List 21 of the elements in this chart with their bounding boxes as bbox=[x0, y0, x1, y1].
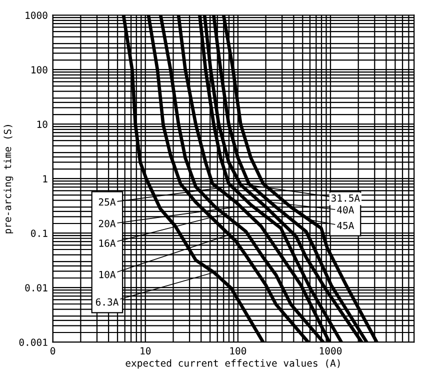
y-tick-label: 1 bbox=[43, 175, 48, 182]
annotation: 45A bbox=[337, 222, 354, 230]
y-tick-label: 1000 bbox=[26, 12, 48, 19]
annotation: 20A bbox=[98, 220, 116, 228]
annotation: 40A bbox=[337, 206, 354, 214]
x-tick-label: 0 bbox=[50, 347, 56, 355]
annotation: 25A bbox=[98, 198, 116, 206]
y-tick-label: 0.01 bbox=[25, 284, 48, 292]
annotation: 10A bbox=[99, 270, 116, 278]
y-tick-label: 0.001 bbox=[19, 338, 48, 346]
y-tick-label: 0.1 bbox=[31, 230, 48, 237]
x-tick-label: 10 bbox=[140, 347, 151, 355]
x-axis-title: expected current effective values (A) bbox=[126, 359, 340, 369]
x-tick-label: 100 bbox=[230, 347, 246, 355]
annotation: 6.3A bbox=[96, 298, 119, 306]
annotation: 16A bbox=[99, 239, 116, 247]
y-tick-label: 100 bbox=[32, 66, 48, 74]
y-tick-label: 10 bbox=[37, 120, 48, 128]
x-tick-label: 1000 bbox=[320, 347, 342, 355]
annotation: 31.5A bbox=[331, 194, 360, 202]
y-axis-title: pre-arcing time (S) bbox=[4, 125, 14, 234]
